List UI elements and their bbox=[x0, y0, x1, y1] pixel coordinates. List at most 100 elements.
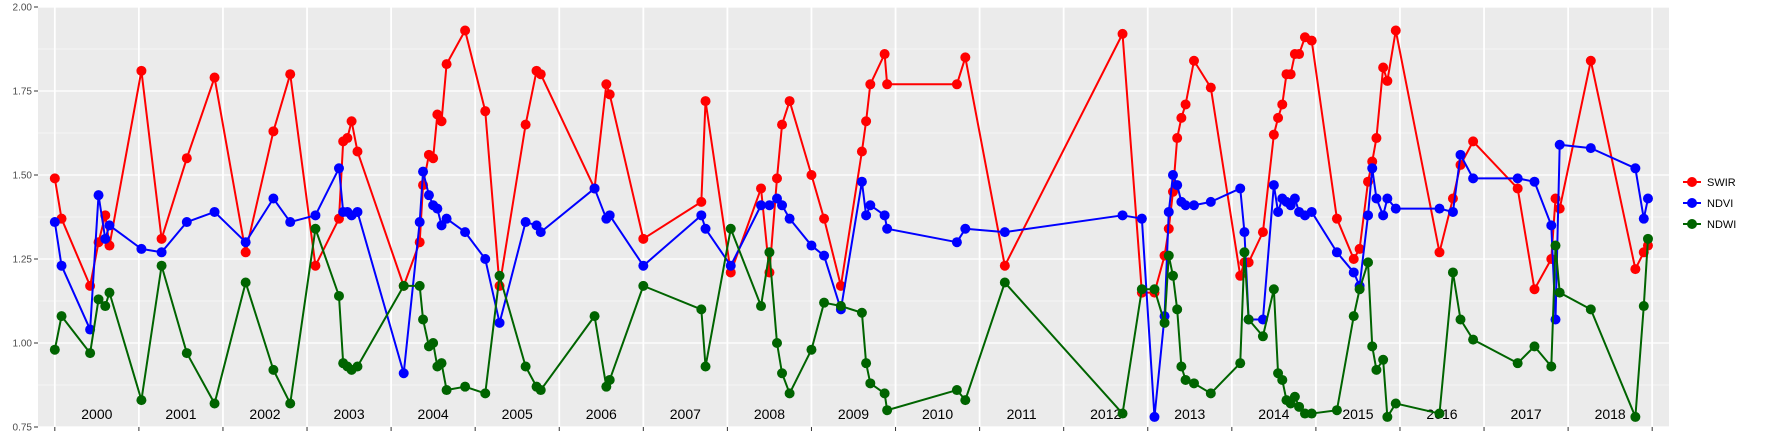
data-point bbox=[1371, 133, 1382, 144]
data-point bbox=[285, 69, 296, 80]
data-point bbox=[777, 119, 788, 130]
data-point bbox=[1149, 411, 1160, 422]
data-point bbox=[460, 381, 471, 392]
data-point bbox=[310, 223, 321, 234]
data-point bbox=[1367, 163, 1378, 174]
data-point bbox=[520, 217, 531, 228]
data-point bbox=[999, 227, 1010, 238]
data-point bbox=[240, 277, 251, 288]
data-point bbox=[428, 338, 439, 348]
data-point bbox=[268, 193, 279, 204]
year-label: 2005 bbox=[502, 406, 533, 422]
data-point bbox=[1172, 133, 1183, 144]
data-point bbox=[1277, 99, 1288, 110]
data-point bbox=[1638, 213, 1649, 224]
data-point bbox=[1294, 401, 1305, 412]
data-point bbox=[1434, 203, 1445, 214]
y-tick-label: 1.00 bbox=[13, 339, 33, 350]
data-point bbox=[604, 89, 615, 100]
data-point bbox=[1180, 200, 1191, 211]
data-point bbox=[882, 79, 893, 90]
data-point bbox=[56, 260, 67, 271]
data-point bbox=[1455, 149, 1466, 160]
data-point bbox=[1434, 247, 1445, 258]
data-point bbox=[638, 280, 649, 291]
series-ndwi bbox=[49, 223, 1653, 422]
data-point bbox=[1468, 173, 1479, 184]
data-point bbox=[136, 65, 147, 76]
data-point bbox=[1235, 183, 1246, 194]
data-point bbox=[1257, 331, 1268, 342]
data-point bbox=[1554, 139, 1565, 150]
data-point bbox=[1363, 257, 1374, 268]
data-point bbox=[1529, 284, 1540, 295]
data-point bbox=[310, 210, 321, 221]
data-point bbox=[181, 348, 192, 359]
data-point bbox=[1176, 112, 1187, 123]
data-point bbox=[1371, 364, 1382, 375]
data-point bbox=[784, 213, 795, 224]
data-point bbox=[136, 243, 147, 254]
data-point bbox=[1447, 193, 1458, 204]
data-point bbox=[1434, 408, 1445, 419]
data-point bbox=[1172, 304, 1183, 315]
data-point bbox=[882, 223, 893, 234]
data-point bbox=[1512, 183, 1523, 194]
data-point bbox=[418, 314, 429, 325]
series-layer bbox=[49, 25, 1653, 422]
data-point bbox=[861, 116, 872, 127]
data-point bbox=[1117, 28, 1128, 39]
data-point bbox=[93, 294, 104, 305]
legend-key-point bbox=[1687, 177, 1697, 187]
data-point bbox=[999, 260, 1010, 271]
data-point bbox=[156, 247, 167, 258]
year-label: 2013 bbox=[1174, 406, 1205, 422]
data-point bbox=[1239, 247, 1250, 258]
y-tick-label: 1.50 bbox=[13, 171, 33, 182]
data-point bbox=[1268, 180, 1279, 191]
data-point bbox=[93, 190, 104, 201]
data-point bbox=[1136, 284, 1147, 295]
data-point bbox=[1167, 270, 1178, 281]
data-point bbox=[784, 388, 795, 399]
data-point bbox=[764, 200, 775, 211]
year-label: 2007 bbox=[670, 406, 701, 422]
data-point bbox=[209, 398, 220, 409]
data-point bbox=[1447, 206, 1458, 217]
data-point bbox=[398, 280, 409, 291]
legend-label: NDVI bbox=[1707, 198, 1733, 210]
data-point bbox=[865, 200, 876, 211]
data-point bbox=[209, 72, 220, 83]
data-point bbox=[999, 277, 1010, 288]
data-point bbox=[1289, 391, 1300, 402]
data-point bbox=[764, 247, 775, 258]
data-point bbox=[285, 217, 296, 228]
data-point bbox=[1382, 75, 1393, 86]
data-point bbox=[1529, 341, 1540, 352]
data-point bbox=[1285, 69, 1296, 80]
data-point bbox=[494, 317, 505, 328]
data-point bbox=[806, 170, 817, 180]
data-point bbox=[480, 254, 491, 264]
data-point bbox=[604, 210, 615, 221]
data-point bbox=[1273, 206, 1284, 217]
data-point bbox=[460, 25, 471, 36]
data-point bbox=[638, 260, 649, 271]
legend-key-point bbox=[1687, 198, 1697, 208]
data-point bbox=[1188, 200, 1199, 211]
data-point bbox=[240, 237, 251, 248]
data-point bbox=[856, 307, 867, 318]
data-point bbox=[777, 200, 788, 211]
legend-label: NDWI bbox=[1707, 219, 1736, 231]
data-point bbox=[1455, 314, 1466, 325]
data-point bbox=[696, 196, 707, 207]
data-point bbox=[960, 395, 971, 406]
data-point bbox=[1468, 136, 1479, 147]
data-point bbox=[414, 280, 425, 291]
data-point bbox=[819, 213, 830, 224]
data-point bbox=[156, 260, 167, 271]
data-point bbox=[960, 223, 971, 234]
data-point bbox=[398, 368, 409, 379]
